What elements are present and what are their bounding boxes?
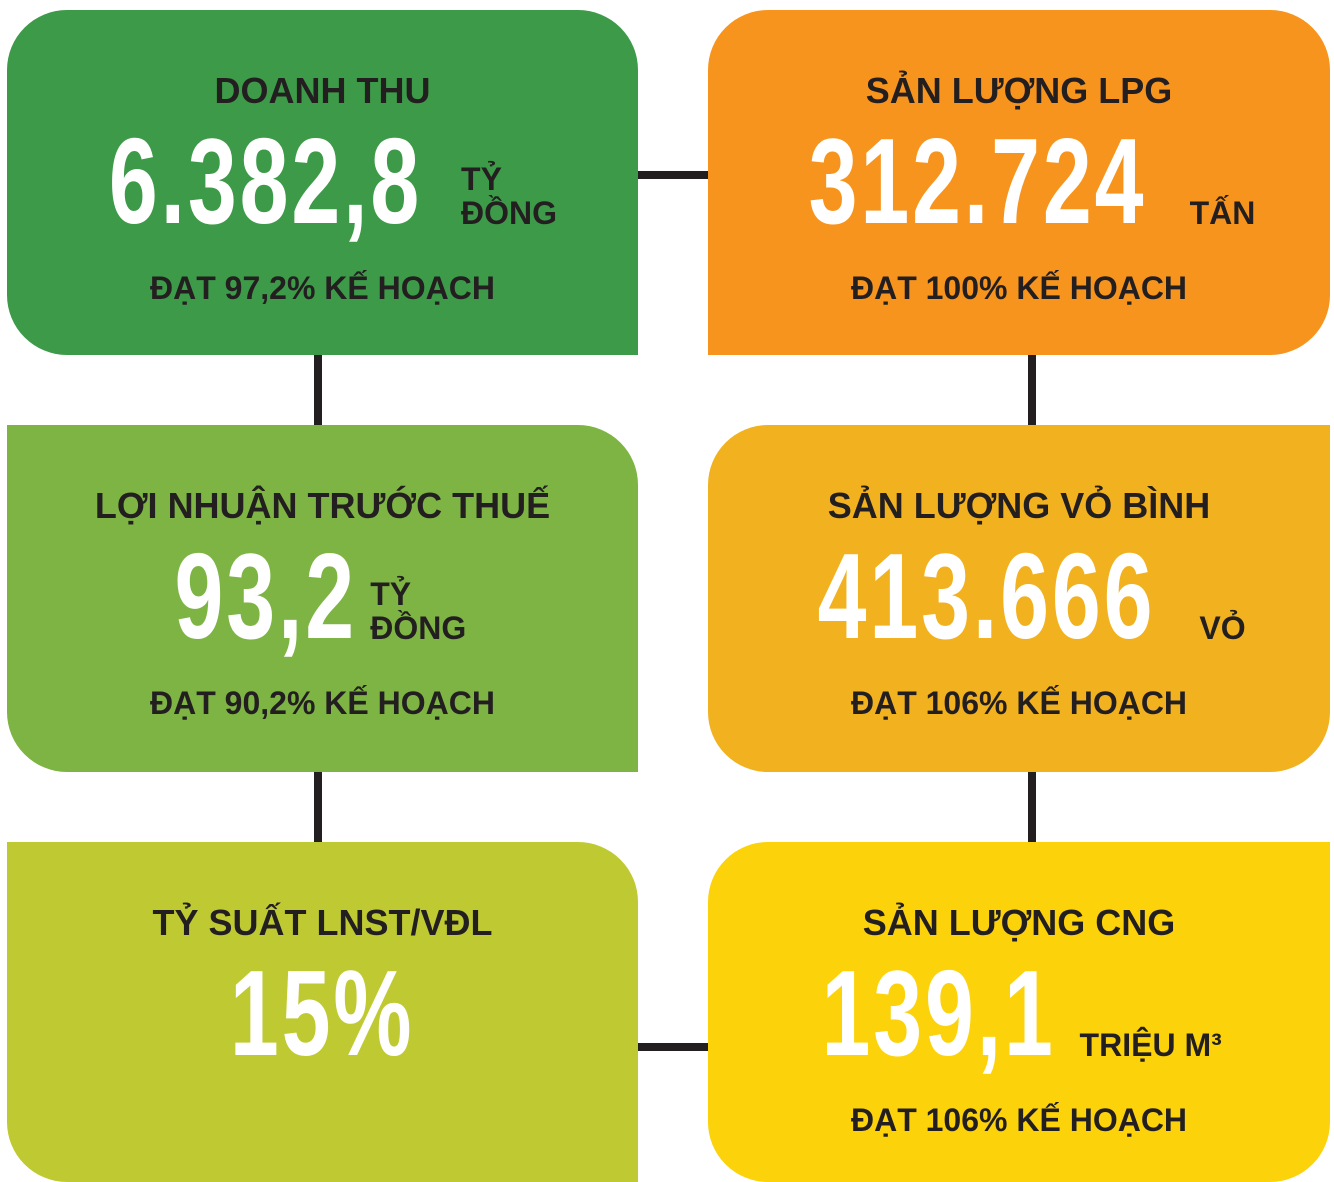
kpi-value: 15% [230, 945, 415, 1081]
plan-note: ĐẠT 97,2% KẾ HOẠCH [150, 270, 495, 306]
value-row: 15% [230, 948, 412, 1074]
connector [638, 1043, 708, 1051]
kpi-value: 413.666 [818, 528, 1156, 664]
value-row: 6.382,8 TỶ ĐỒNG [88, 113, 557, 249]
card-title: LỢI NHUẬN TRƯỚC THUẾ [94, 485, 551, 526]
connector [314, 355, 322, 425]
kpi-card: SẢN LƯỢNG VỎ BÌNH 413.666 VỎ ĐẠT 106% KẾ HO… [708, 425, 1330, 772]
unit: TỶ ĐỒNG [370, 577, 466, 645]
unit-line: TẤN [1189, 195, 1256, 231]
plan-note: ĐẠT 100% KẾ HOẠCH [850, 270, 1188, 306]
card-title: TỶ SUẤT LNST/VĐL [152, 902, 493, 943]
unit-line: ĐỒNG [370, 610, 467, 646]
value-row: 139,1 TRIỆU M³ [816, 945, 1222, 1081]
card-title: DOANH THU [214, 70, 431, 111]
connector [314, 772, 322, 842]
value-row: 413.666 VỎ [792, 528, 1246, 664]
unit-line: TỶ [461, 161, 502, 197]
unit: TỶ ĐỒNG [461, 162, 557, 230]
kpi-card: SẢN LƯỢNG CNG 139,1 TRIỆU M³ ĐẠT 106% KẾ HO… [708, 842, 1330, 1182]
value-row: 93,2 TỶ ĐỒNG [174, 531, 466, 657]
kpi-value: 312.724 [808, 113, 1146, 249]
card-title: SẢN LƯỢNG CNG [862, 902, 1176, 943]
plan-note: ĐẠT 106% KẾ HOẠCH [850, 685, 1188, 721]
kpi-card: LỢI NHUẬN TRƯỚC THUẾ 93,2 TỶ ĐỒNG ĐẠT 90,2% … [7, 425, 638, 772]
kpi-card: SẢN LƯỢNG LPG 312.724 TẤN ĐẠT 100% KẾ HOẠCH [708, 10, 1330, 355]
unit: VỎ [1199, 611, 1245, 645]
unit-line: TỶ [370, 576, 412, 612]
unit-line: VỎ [1199, 610, 1246, 646]
plan-note: ĐẠT 106% KẾ HOẠCH [850, 1102, 1188, 1138]
kpi-card: TỶ SUẤT LNST/VĐL 15% [7, 842, 638, 1182]
kpi-value: 93,2 [174, 528, 357, 664]
value-row: 312.724 TẤN [783, 113, 1256, 249]
connector [1028, 772, 1036, 842]
unit-line: TRIỆU M³ [1079, 1027, 1222, 1063]
kpi-card: DOANH THU 6.382,8 TỶ ĐỒNG ĐẠT 97,2% KẾ HOẠCH [7, 10, 638, 355]
unit-line: ĐỒNG [461, 195, 558, 231]
connector [638, 171, 708, 179]
connector [1028, 355, 1036, 425]
unit: TẤN [1190, 196, 1256, 230]
card-title: SẢN LƯỢNG LPG [865, 70, 1173, 111]
plan-note: ĐẠT 90,2% KẾ HOẠCH [150, 685, 495, 721]
card-title: SẢN LƯỢNG VỎ BÌNH [827, 485, 1211, 526]
kpi-value: 139,1 [821, 945, 1057, 1081]
kpi-value: 6.382,8 [108, 113, 423, 249]
unit: TRIỆU M³ [1080, 1028, 1222, 1062]
